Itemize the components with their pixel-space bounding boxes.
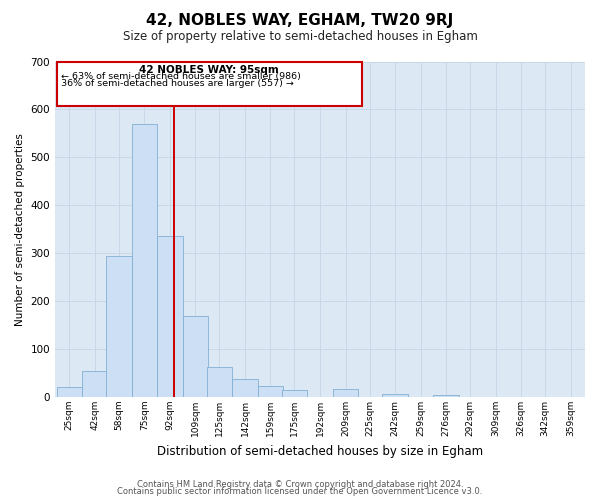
Text: Contains public sector information licensed under the Open Government Licence v3: Contains public sector information licen… xyxy=(118,488,482,496)
Text: 42 NOBLES WAY: 95sqm: 42 NOBLES WAY: 95sqm xyxy=(139,65,279,75)
Text: ← 63% of semi-detached houses are smaller (986): ← 63% of semi-detached houses are smalle… xyxy=(61,72,301,81)
Bar xyxy=(157,236,182,397)
Bar xyxy=(56,62,362,106)
Bar xyxy=(82,370,107,397)
Bar xyxy=(56,388,82,397)
Bar xyxy=(182,316,208,397)
Bar xyxy=(131,124,157,397)
Text: Contains HM Land Registry data © Crown copyright and database right 2024.: Contains HM Land Registry data © Crown c… xyxy=(137,480,463,489)
Bar xyxy=(433,394,459,397)
Bar xyxy=(106,256,131,397)
X-axis label: Distribution of semi-detached houses by size in Egham: Distribution of semi-detached houses by … xyxy=(157,444,483,458)
Text: 36% of semi-detached houses are larger (557) →: 36% of semi-detached houses are larger (… xyxy=(61,79,294,88)
Bar xyxy=(333,390,358,397)
Text: 42, NOBLES WAY, EGHAM, TW20 9RJ: 42, NOBLES WAY, EGHAM, TW20 9RJ xyxy=(146,12,454,28)
Bar xyxy=(206,368,232,397)
Bar xyxy=(258,386,283,397)
Text: Size of property relative to semi-detached houses in Egham: Size of property relative to semi-detach… xyxy=(122,30,478,43)
Y-axis label: Number of semi-detached properties: Number of semi-detached properties xyxy=(15,133,25,326)
Bar xyxy=(282,390,307,397)
Bar xyxy=(232,380,258,397)
Bar xyxy=(382,394,408,397)
